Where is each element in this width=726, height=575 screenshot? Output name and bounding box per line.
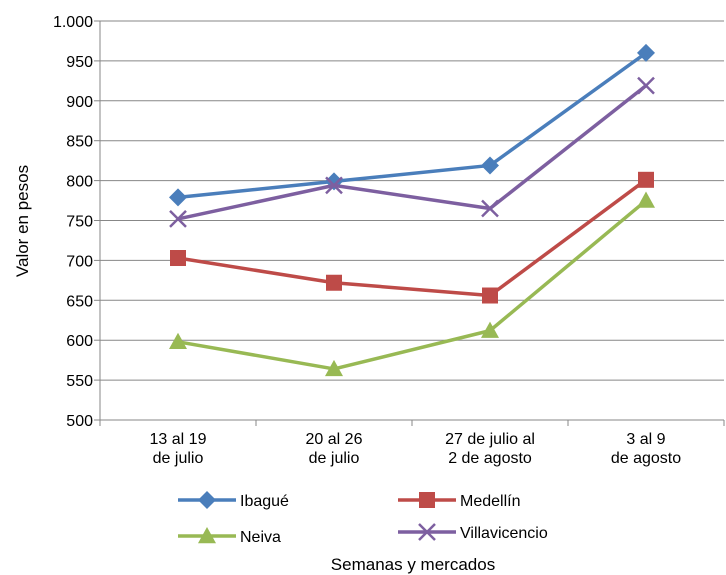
data-point [637, 191, 655, 208]
data-point [481, 321, 499, 338]
y-tick-label: 1.000 [53, 14, 93, 31]
series-3 [169, 191, 655, 377]
y-tick-label: 800 [66, 174, 93, 191]
data-point [637, 43, 655, 62]
data-point [637, 76, 655, 95]
series-line [177, 199, 648, 371]
y-tick-label: 750 [66, 214, 93, 231]
series-2 [170, 171, 654, 304]
legend-marker [198, 527, 216, 544]
legend-marker [198, 491, 216, 509]
x-tick-label: 3 al 9 de agosto [611, 431, 681, 467]
legend-label: Medellín [460, 493, 520, 510]
x-tick-labels: 13 al 19 de julio 20 al 26 de julio 27 de ju… [150, 431, 682, 467]
x-tick-label: 27 de julio al 2 de agosto [445, 431, 535, 467]
legend-label: Neiva [240, 529, 281, 546]
legend-item: Medellín [398, 492, 520, 510]
series-line [177, 84, 648, 221]
data-point [481, 199, 499, 218]
y-tick-label: 850 [66, 134, 93, 151]
y-tick-label: 950 [66, 54, 93, 71]
y-tick-label: 650 [66, 293, 93, 310]
legend-item: Ibagué [178, 491, 289, 510]
y-tick-labels: 500 550 600 650 700 750 800 850 900 950 1.000 [53, 14, 93, 430]
series-group [169, 43, 655, 377]
data-point [325, 359, 343, 377]
data-point [169, 188, 187, 207]
data-point [169, 332, 187, 349]
legend-item: Villavicencio [398, 523, 548, 542]
data-point [325, 176, 343, 195]
y-axis-title: Valor en pesos [13, 165, 32, 277]
series-line [177, 178, 648, 298]
axes [94, 20, 725, 426]
data-point [481, 156, 499, 175]
x-tick-label: 20 al 26 de julio [306, 431, 363, 467]
legend-item: Neiva [178, 527, 281, 546]
y-tick-label: 900 [66, 94, 93, 111]
legend-label: Villavicencio [460, 525, 548, 542]
series-1 [169, 43, 655, 207]
series-4 [169, 76, 655, 228]
x-axis-title: Semanas y mercados [331, 555, 495, 574]
legend-marker [418, 523, 436, 541]
y-tick-label: 700 [66, 253, 93, 270]
legend-label: Ibagué [240, 493, 289, 510]
series-line [177, 51, 648, 200]
legend: Ibagué Medellín Neiva Villavicencio [178, 491, 548, 546]
data-point [482, 287, 498, 304]
legend-marker [419, 492, 435, 508]
gridlines [100, 20, 724, 421]
y-tick-label: 550 [66, 373, 93, 390]
data-point [326, 274, 342, 291]
data-point [169, 210, 187, 228]
data-point [638, 171, 654, 188]
x-tick-label: 13 al 19 de julio [150, 431, 207, 467]
data-point [170, 250, 186, 267]
y-tick-label: 600 [66, 333, 93, 350]
y-tick-label: 500 [66, 413, 93, 430]
